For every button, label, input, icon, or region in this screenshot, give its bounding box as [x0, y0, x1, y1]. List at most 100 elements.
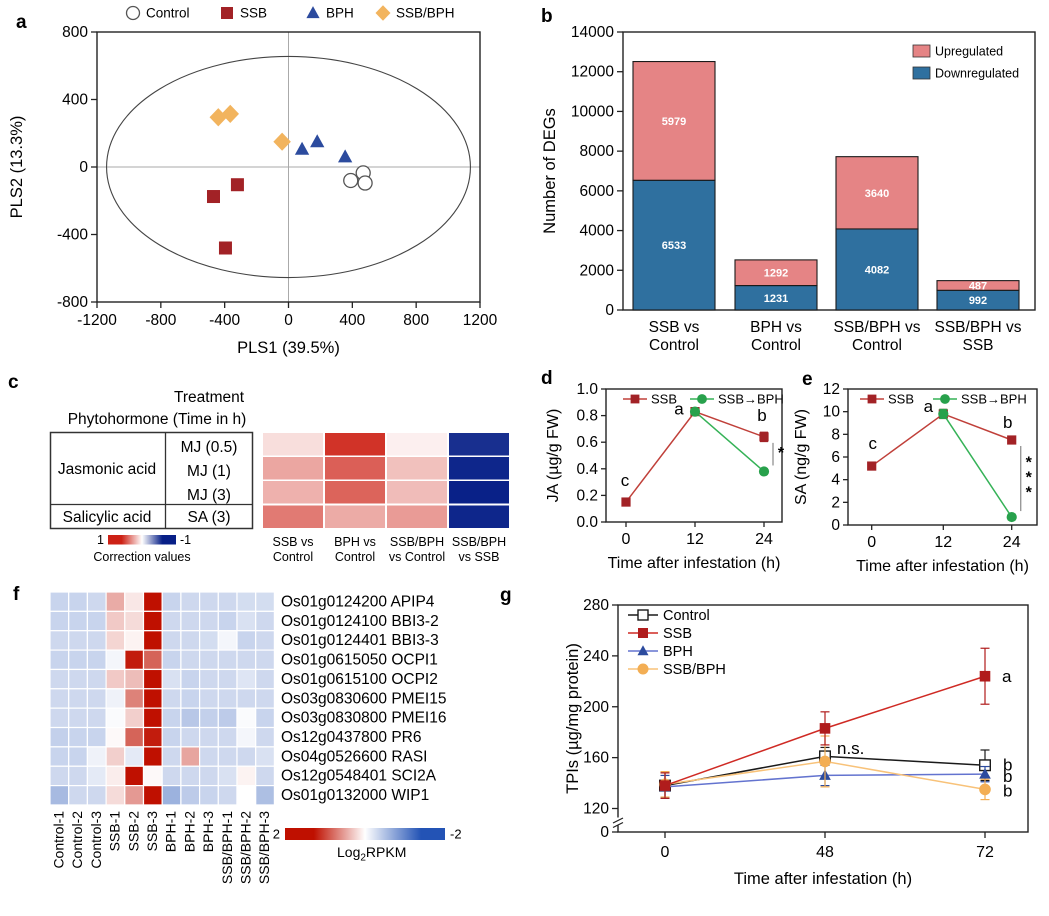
- heat-cell: [255, 785, 275, 806]
- y-tick-label: 2: [831, 494, 840, 511]
- deg-plot: 0 2000 4000 6000 8000 10000 12000 14000 Number o…: [541, 24, 1036, 354]
- color-scale-bar: [285, 828, 445, 840]
- heat-cell: [199, 688, 219, 709]
- plot-box: [605, 388, 783, 523]
- heat-cell: [180, 688, 201, 709]
- x-category-line2: Control: [852, 337, 902, 354]
- bar-upregulated: [734, 259, 818, 287]
- heat-cell: [142, 591, 163, 612]
- heat-cell: [105, 765, 126, 787]
- panel-c-hormone-heatmap: Treatment Phytohormone (Time in h) Jasmoni…: [0, 370, 540, 580]
- heat-cell: [236, 668, 257, 690]
- heat-cell: [217, 668, 238, 690]
- x-tick-label: -1200: [77, 312, 117, 329]
- group-letter: b: [757, 406, 766, 425]
- heat-cell: [161, 668, 182, 690]
- series-SSBBPH: [209, 104, 291, 151]
- panel-e-letter: e: [802, 369, 813, 390]
- tpi-plot: 0 120 160 200 240 280 0 48 72 Time after infestat…: [564, 597, 1029, 888]
- scale-max-label: 1: [97, 533, 104, 547]
- heat-cell: [255, 707, 275, 729]
- heat-cell: [124, 785, 145, 806]
- heat-cell: [68, 785, 88, 806]
- heat-cell: [217, 726, 238, 748]
- marker-circle-open: [343, 172, 359, 189]
- series-Control: [343, 165, 373, 191]
- legend-label: BPH: [663, 644, 693, 660]
- heat-cell: [217, 746, 238, 767]
- x-category-line1: BPH vs: [750, 319, 802, 336]
- heat-col-label2: Control: [335, 550, 375, 564]
- heat-cell: [236, 707, 257, 729]
- bar-value-up: 1292: [764, 268, 788, 280]
- heat-cell: [199, 765, 219, 787]
- y-tick-label: 14000: [571, 24, 614, 41]
- y-tick-label: 6: [831, 449, 840, 466]
- heat-cell: [142, 610, 163, 632]
- marker-circle: [689, 406, 701, 417]
- gene-row-label: Os01g0124401 BBI3-3: [281, 632, 439, 649]
- heat-cell: [180, 668, 201, 690]
- heat-cell: [199, 668, 219, 690]
- y-tick-label: 0: [831, 517, 840, 534]
- heat-cell: [263, 505, 323, 528]
- group-letter: c: [868, 434, 877, 453]
- sample-col-label: SSB-3: [144, 811, 160, 852]
- heat-cell: [255, 649, 275, 671]
- bar-value-down: 4082: [865, 264, 889, 276]
- heat-cell: [124, 610, 145, 632]
- x-tick-label: 0: [661, 844, 670, 861]
- panel-a-letter: a: [16, 12, 27, 33]
- heat-cell: [68, 746, 88, 767]
- heat-cell: [255, 688, 275, 709]
- plot: 0.0 0.2 0.4 0.6 0.8 1.0 0 12 24 Time after infest…: [545, 381, 785, 572]
- marker-triangle: [637, 645, 649, 656]
- x-category-line1: SSB/BPH vs: [935, 319, 1022, 336]
- heat-cell: [124, 707, 145, 729]
- scale-max-label: 2: [273, 827, 280, 842]
- table-border: [49, 431, 254, 530]
- heat-cell: [49, 688, 70, 709]
- heat-cell: [255, 591, 275, 612]
- sample-col-label: SSB/BPH-3: [256, 811, 272, 884]
- heat-cell: [217, 688, 238, 709]
- marker-square-open: [637, 609, 649, 621]
- marker-square: [867, 461, 877, 471]
- panel-d-letter: d: [541, 368, 553, 389]
- y-tick-label: -800: [57, 294, 88, 311]
- heat-cell: [199, 746, 219, 767]
- marker-diamond: [221, 104, 240, 123]
- heat-cell: [68, 668, 88, 690]
- y-tick-label: 2000: [580, 262, 615, 279]
- x-tick-label: 1200: [463, 312, 498, 329]
- heat-cell: [263, 481, 323, 504]
- hormone-heatmap-group: Treatment Phytohormone (Time in h) Jasmoni…: [49, 389, 509, 564]
- marker-circle: [819, 755, 831, 768]
- sample-col-label: BPH-2: [181, 811, 197, 852]
- x-tick-label: 24: [755, 531, 773, 548]
- heat-cell: [180, 746, 201, 767]
- pls-legend: Control SSB BPH SSB/BPH: [125, 5, 455, 21]
- heat-cell: [236, 649, 257, 671]
- row-group-salicylic: Salicylic acid: [63, 509, 152, 526]
- treatment-row-label: MJ (0.5): [181, 439, 238, 456]
- heat-cell: [199, 726, 219, 748]
- heat-cell: [124, 649, 145, 671]
- heat-cell: [124, 668, 145, 690]
- marker-circle: [940, 394, 950, 404]
- y-tick-label: 0.4: [576, 461, 598, 478]
- heat-cell: [217, 610, 238, 632]
- heat-col-label1: BPH vs: [334, 535, 376, 549]
- series-SSB: [206, 178, 244, 255]
- y-tick-label: 10: [823, 404, 841, 421]
- y-tick-label: 0.8: [576, 408, 598, 425]
- x-axis-title: PLS1 (39.5%): [237, 339, 340, 357]
- y-tick-label: 8: [831, 426, 840, 443]
- y-tick-label: 0: [605, 302, 614, 319]
- series-BPH: [294, 134, 353, 163]
- sample-col-label: BPH-3: [200, 811, 216, 852]
- gene-expression-heatmap: Os01g0124200 APIP4 Os01g0124100 BBI3-2 Os0…: [49, 591, 462, 884]
- series-line: [871, 413, 1012, 467]
- heat-cell: [236, 746, 257, 767]
